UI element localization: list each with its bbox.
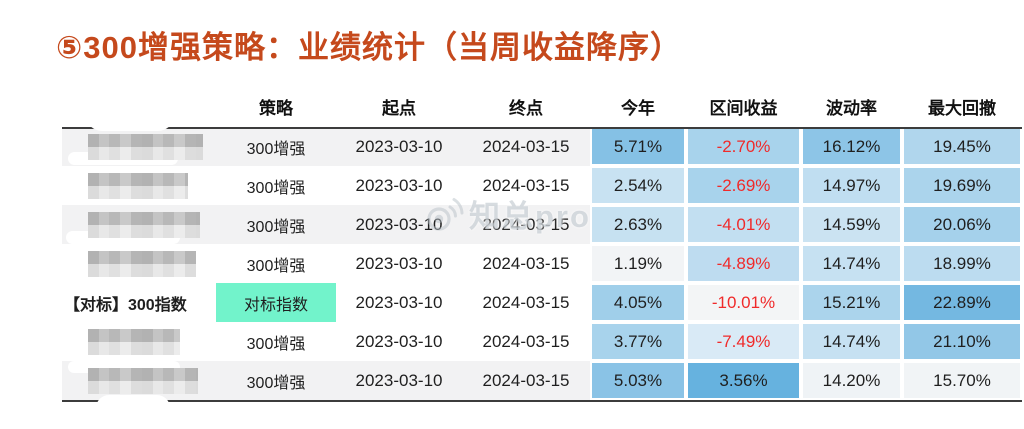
end-date-cell: 2024-03-15	[482, 136, 570, 156]
table-row: 300增强 2023-03-10 2024-03-15 2.54% -2.69%…	[62, 166, 1022, 205]
ytd-cell: 2.63%	[590, 205, 686, 244]
eraser-smudge	[96, 395, 170, 421]
max-drawdown-cell: 15.70%	[902, 361, 1022, 400]
interval-return-cell: -4.01%	[686, 205, 801, 244]
fund-name-cell	[62, 205, 216, 244]
censored-name-mosaic	[88, 328, 180, 355]
fund-name-cell	[62, 322, 216, 361]
weibo-eye-icon	[427, 197, 464, 231]
benchmark-row: 【对标】300指数 对标指数 2023-03-10 2024-03-15 4.0…	[62, 283, 1022, 322]
volatility-cell: 14.74%	[801, 244, 902, 283]
table-row: 300增强 2023-03-10 2024-03-15 5.03% 3.56% …	[62, 361, 1022, 400]
strategy-cell: 300增强	[246, 257, 306, 275]
censored-name-mosaic	[88, 172, 188, 199]
watermark-text: 知总pro	[469, 199, 591, 234]
strategy-cell: 300增强	[246, 374, 306, 392]
strategy-cell: 300增强	[246, 140, 306, 158]
volatility-cell: 16.12%	[801, 127, 902, 166]
censored-name-mosaic	[88, 250, 196, 277]
header-interval-return: 区间收益	[709, 98, 778, 118]
fund-name-cell	[62, 166, 216, 205]
start-date-cell: 2023-03-10	[355, 370, 443, 390]
performance-table: 策略 起点 终点 今年 区间收益 波动率 最大回撤 300增强 2023-03-…	[62, 85, 1022, 421]
benchmark-strategy-cell: 对标指数	[216, 283, 336, 322]
header-start: 起点	[382, 98, 416, 118]
max-drawdown-cell: 21.10%	[902, 322, 1022, 361]
volatility-cell: 14.97%	[801, 166, 902, 205]
volatility-cell: 15.21%	[801, 283, 902, 322]
fund-name-cell	[62, 361, 216, 400]
start-date-cell: 2023-03-10	[355, 175, 443, 195]
interval-return-cell: -10.01%	[686, 283, 801, 322]
header-divider-line	[62, 127, 1022, 129]
page-title: ⑤300增强策略：业绩统计（当周收益降序）	[56, 30, 682, 65]
table-row: 300增强 2023-03-10 2024-03-15 3.77% -7.49%…	[62, 322, 1022, 361]
max-drawdown-cell: 18.99%	[902, 244, 1022, 283]
start-date-cell: 2023-03-10	[355, 253, 443, 273]
volatility-cell: 14.59%	[801, 205, 902, 244]
interval-return-cell: -4.89%	[686, 244, 801, 283]
interval-return-cell: -2.70%	[686, 127, 801, 166]
max-drawdown-cell: 22.89%	[902, 283, 1022, 322]
table-row: 300增强 2023-03-10 2024-03-15 2.63% -4.01%…	[62, 205, 1022, 244]
max-drawdown-cell: 19.45%	[902, 127, 1022, 166]
eraser-smudge	[86, 97, 174, 131]
interval-return-cell: -2.69%	[686, 166, 801, 205]
strategy-cell: 300增强	[246, 335, 306, 353]
watermark: 知总pro	[424, 191, 591, 236]
ytd-cell: 5.71%	[590, 127, 686, 166]
header-volatility: 波动率	[826, 98, 877, 118]
volatility-cell: 14.74%	[801, 322, 902, 361]
header-max-drawdown: 最大回撤	[928, 98, 996, 118]
start-date-cell: 2023-03-10	[355, 331, 443, 351]
strategy-cell: 300增强	[246, 218, 306, 236]
end-date-cell: 2024-03-15	[482, 370, 570, 390]
ytd-cell: 1.19%	[590, 244, 686, 283]
table-row: 300增强 2023-03-10 2024-03-15 5.71% -2.70%…	[62, 127, 1022, 166]
censored-name-mosaic	[88, 211, 200, 238]
start-date-cell: 2023-03-10	[355, 136, 443, 156]
censored-name-mosaic	[88, 367, 198, 394]
benchmark-name-cell: 【对标】300指数	[64, 296, 187, 314]
header-strategy: 策略	[259, 98, 293, 118]
end-date-cell: 2024-03-15	[482, 331, 570, 351]
table-row: 300增强 2023-03-10 2024-03-15 1.19% -4.89%…	[62, 244, 1022, 283]
header-end: 终点	[509, 98, 543, 118]
end-date-cell: 2024-03-15	[482, 214, 570, 234]
ytd-cell: 2.54%	[590, 166, 686, 205]
strategy-cell: 300增强	[246, 179, 306, 197]
censored-name-mosaic	[88, 133, 203, 160]
interval-return-cell: 3.56%	[686, 361, 801, 400]
max-drawdown-cell: 19.69%	[902, 166, 1022, 205]
ytd-cell: 4.05%	[590, 283, 686, 322]
header-row: 策略 起点 终点 今年 区间收益 波动率 最大回撤	[62, 85, 1022, 127]
ytd-cell: 5.03%	[590, 361, 686, 400]
end-date-cell: 2024-03-15	[482, 292, 570, 312]
volatility-cell: 14.20%	[801, 361, 902, 400]
ytd-cell: 3.77%	[590, 322, 686, 361]
stats-table: 策略 起点 终点 今年 区间收益 波动率 最大回撤 300增强 2023-03-…	[62, 85, 1022, 400]
table-bottom-line	[62, 400, 1022, 402]
fund-name-cell	[62, 127, 216, 166]
start-date-cell: 2023-03-10	[355, 292, 443, 312]
header-ytd: 今年	[621, 98, 655, 118]
start-date-cell: 2023-03-10	[355, 214, 443, 234]
interval-return-cell: -7.49%	[686, 322, 801, 361]
end-date-cell: 2024-03-15	[482, 253, 570, 273]
fund-name-cell	[62, 244, 216, 283]
max-drawdown-cell: 20.06%	[902, 205, 1022, 244]
end-date-cell: 2024-03-15	[482, 175, 570, 195]
